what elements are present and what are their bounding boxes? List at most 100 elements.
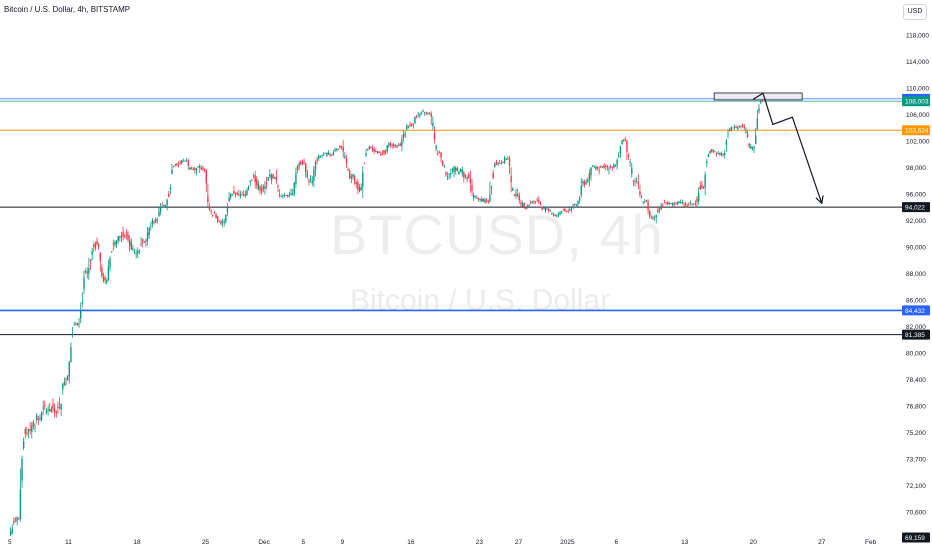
candle[interactable] <box>246 189 248 195</box>
candle[interactable] <box>148 228 150 236</box>
candle[interactable] <box>256 179 258 186</box>
candle[interactable] <box>347 169 349 171</box>
candle[interactable] <box>358 187 361 192</box>
candle[interactable] <box>313 169 315 181</box>
candle[interactable] <box>381 154 384 156</box>
candle[interactable] <box>300 162 302 165</box>
candle[interactable] <box>291 194 294 196</box>
candle[interactable] <box>722 153 724 155</box>
candle[interactable] <box>658 208 661 211</box>
candle[interactable] <box>226 207 229 213</box>
candle[interactable] <box>104 277 106 280</box>
candle[interactable] <box>218 220 220 222</box>
candle[interactable] <box>538 199 540 203</box>
candle[interactable] <box>526 205 529 209</box>
candle[interactable] <box>145 240 147 242</box>
candle[interactable] <box>477 198 480 200</box>
candle[interactable] <box>430 113 432 117</box>
candle[interactable] <box>616 159 618 166</box>
candle[interactable] <box>141 238 144 242</box>
candle[interactable] <box>19 489 22 520</box>
candle[interactable] <box>438 152 441 154</box>
candle[interactable] <box>737 126 739 129</box>
candle[interactable] <box>119 236 121 238</box>
candle[interactable] <box>298 163 300 167</box>
candle[interactable] <box>161 204 163 206</box>
candle[interactable] <box>288 195 291 197</box>
candle[interactable] <box>285 195 287 197</box>
candle[interactable] <box>640 197 643 199</box>
candle[interactable] <box>577 201 579 205</box>
candle[interactable] <box>93 245 95 247</box>
candle[interactable] <box>101 267 103 277</box>
time-axis[interactable] <box>0 537 900 550</box>
candle[interactable] <box>71 334 74 336</box>
candle[interactable] <box>57 406 59 408</box>
candle[interactable] <box>151 220 154 225</box>
candle[interactable] <box>202 167 204 170</box>
candle[interactable] <box>321 155 323 157</box>
candle[interactable] <box>366 149 369 151</box>
candle[interactable] <box>137 251 139 254</box>
candle[interactable] <box>40 412 43 420</box>
candle[interactable] <box>627 155 630 157</box>
candle[interactable] <box>106 280 108 283</box>
candle[interactable] <box>725 141 728 146</box>
candle[interactable] <box>389 143 392 145</box>
candle[interactable] <box>459 169 462 172</box>
candle[interactable] <box>562 209 565 211</box>
candle[interactable] <box>693 203 695 205</box>
candle[interactable] <box>238 194 240 195</box>
candle[interactable] <box>228 197 230 202</box>
candle[interactable] <box>427 112 429 114</box>
candle[interactable] <box>653 217 656 219</box>
candle[interactable] <box>753 147 755 149</box>
candle[interactable] <box>249 180 251 182</box>
candle[interactable] <box>39 418 41 420</box>
candle[interactable] <box>569 209 571 211</box>
candle[interactable] <box>27 429 30 432</box>
candle[interactable] <box>13 520 15 523</box>
candle[interactable] <box>554 214 556 216</box>
candle[interactable] <box>282 195 284 197</box>
candle[interactable] <box>505 159 507 160</box>
candle[interactable] <box>649 210 651 217</box>
candle[interactable] <box>393 144 395 147</box>
candle[interactable] <box>316 159 318 161</box>
candle[interactable] <box>68 362 70 377</box>
candle[interactable] <box>115 240 118 245</box>
candle[interactable] <box>143 242 145 243</box>
candle[interactable] <box>26 432 28 434</box>
candle[interactable] <box>758 108 760 112</box>
candle[interactable] <box>35 415 38 421</box>
candle[interactable] <box>110 251 113 253</box>
candle[interactable] <box>492 172 494 179</box>
candle[interactable] <box>138 250 141 252</box>
candle[interactable] <box>605 165 607 167</box>
candle[interactable] <box>355 181 357 185</box>
candle[interactable] <box>458 171 460 175</box>
candle[interactable] <box>55 411 57 414</box>
candle[interactable] <box>140 243 142 245</box>
candle[interactable] <box>345 158 348 163</box>
candle[interactable] <box>544 207 547 211</box>
candle[interactable] <box>642 201 644 203</box>
candle[interactable] <box>76 323 79 326</box>
candle[interactable] <box>14 517 17 519</box>
candle[interactable] <box>608 168 610 170</box>
candle[interactable] <box>340 146 343 148</box>
candle[interactable] <box>244 194 247 196</box>
candle[interactable] <box>66 376 69 381</box>
candle[interactable] <box>455 168 457 171</box>
candle[interactable] <box>585 182 587 184</box>
candle[interactable] <box>696 198 698 202</box>
candle[interactable] <box>706 161 708 164</box>
candle[interactable] <box>236 192 238 195</box>
candle[interactable] <box>179 162 181 164</box>
candle[interactable] <box>318 155 320 159</box>
candle[interactable] <box>34 426 36 428</box>
candle[interactable] <box>474 196 476 198</box>
candle[interactable] <box>11 528 13 534</box>
candle[interactable] <box>756 118 759 129</box>
candle[interactable] <box>368 147 370 150</box>
